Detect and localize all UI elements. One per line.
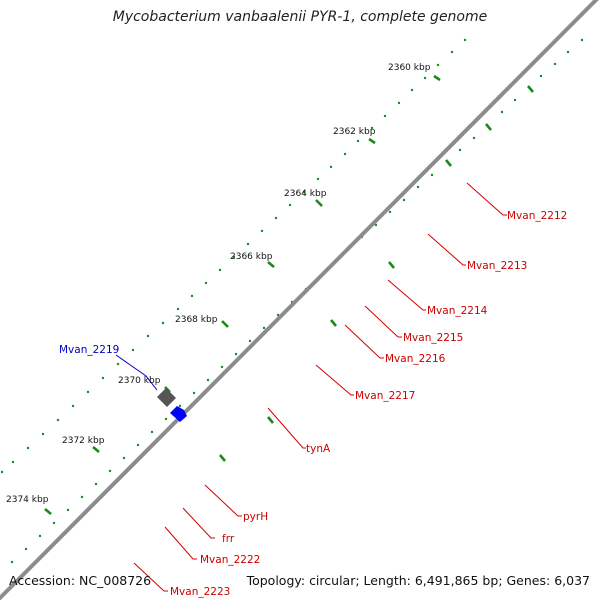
gene-arrow-mvan-2219	[170, 406, 187, 422]
map-title: Mycobacterium vanbaalenii PYR-1, complet…	[112, 9, 488, 25]
gene-labels: Mvan_2212 Mvan_2213 Mvan_2214 Mvan_2215 …	[59, 210, 567, 598]
gene-label-frr: frr	[222, 533, 235, 545]
length-label: Length:	[363, 573, 411, 588]
tick-label: 2364 kbp	[284, 189, 327, 199]
topology-label: Topology:	[246, 573, 306, 588]
tick-label: 2372 kbp	[62, 436, 105, 446]
callout-line-mvan-2219	[115, 354, 158, 391]
gene-label-tyna: tynA	[306, 443, 331, 455]
gene-label-mvan-2215: Mvan_2215	[403, 332, 463, 344]
gene-label-mvan-2222: Mvan_2222	[200, 554, 260, 566]
tick-marks-inner	[219, 85, 534, 462]
length-value: 6,491,865 bp	[414, 573, 499, 588]
gene-label-mvan-2216: Mvan_2216	[385, 353, 446, 365]
gc-dots-outer	[0, 38, 467, 474]
tick-marks-outer	[44, 74, 441, 515]
gene-box-mvan-2218	[157, 388, 176, 407]
tick-label: 2368 kbp	[175, 315, 218, 325]
gene-label-mvan-2214: Mvan_2214	[427, 305, 488, 317]
tick-label: 2374 kbp	[6, 495, 49, 505]
gene-label-mvan-2217: Mvan_2217	[355, 390, 415, 402]
topology-value: circular	[309, 573, 356, 588]
tick-label: 2366 kbp	[230, 252, 273, 262]
gene-label-mvan-2223: Mvan_2223	[170, 586, 230, 598]
accession-info: Accession: NC_008726	[9, 573, 151, 588]
accession-value: NC_008726	[79, 573, 152, 588]
tick-labels: 2360 kbp 2362 kbp 2364 kbp 2366 kbp 2368…	[6, 63, 431, 505]
tick-label: 2370 kbp	[118, 376, 161, 386]
gene-label-pyrh: pyrH	[243, 511, 268, 523]
gene-label-mvan-2212: Mvan_2212	[507, 210, 567, 222]
callout-lines	[133, 182, 507, 592]
gene-label-mvan-2213: Mvan_2213	[467, 260, 527, 272]
genes-value: 6,037	[554, 573, 590, 588]
genes-label: Genes:	[506, 573, 551, 588]
gene-features	[157, 388, 187, 422]
tick-label: 2360 kbp	[388, 63, 431, 73]
tick-label: 2362 kbp	[333, 127, 376, 137]
accession-label: Accession:	[9, 573, 76, 588]
gene-label-mvan-2219: Mvan_2219	[59, 344, 119, 356]
genome-summary: Topology: circular; Length: 6,491,865 bp…	[246, 573, 590, 588]
